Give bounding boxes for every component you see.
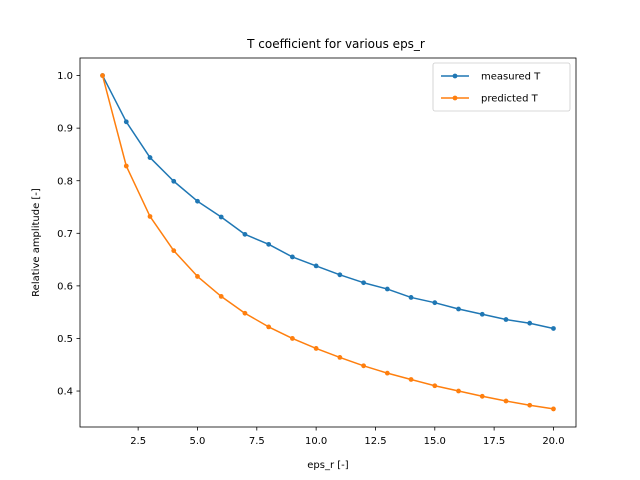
x-tick-label: 7.5 (249, 436, 265, 447)
legend-marker-1 (452, 95, 458, 101)
series-line-0 (101, 75, 554, 330)
data-point (527, 320, 533, 326)
data-point (408, 377, 414, 382)
data-point (432, 383, 438, 389)
data-point (195, 274, 200, 279)
legend-box (432, 62, 571, 112)
data-point (123, 119, 129, 125)
data-point (242, 310, 248, 316)
data-point (100, 73, 105, 78)
y-tick-label: 1.0 (57, 71, 73, 82)
data-point (218, 293, 224, 299)
series-line-1 (101, 75, 554, 410)
data-point (456, 388, 461, 394)
data-point (242, 231, 248, 237)
y-tick-label: 0.4 (57, 387, 73, 398)
data-point (361, 363, 366, 369)
x-tick-label: 20.0 (542, 436, 564, 447)
data-point (503, 398, 509, 404)
data-point (479, 311, 485, 317)
x-tick-label: 2.5 (130, 436, 146, 447)
x-tick-label: 17.5 (483, 436, 505, 447)
x-tick-label: 15.0 (424, 436, 446, 447)
y-tick-label: 0.6 (57, 281, 73, 292)
x-axis: 2.5 5.0 7.5 10.0 12.5 15.0 17.5 20.0 (130, 427, 565, 447)
y-axis: 0.4 0.5 0.6 0.7 0.8 0.9 1.0 (57, 71, 80, 398)
y-tick-label: 0.9 (57, 124, 73, 135)
data-point (432, 300, 438, 306)
y-tick-label: 0.7 (57, 229, 73, 240)
x-tick-label: 12.5 (364, 436, 386, 447)
data-point (147, 214, 153, 219)
data-point (384, 286, 390, 292)
x-tick-label: 10.0 (305, 436, 327, 447)
legend-marker-0 (452, 73, 458, 79)
data-point (266, 324, 272, 330)
data-point (147, 155, 153, 160)
chart-title: T coefficient for various eps_r (246, 37, 425, 51)
data-point (527, 402, 533, 408)
data-point (361, 280, 366, 286)
data-point (551, 326, 556, 331)
data-point (456, 306, 461, 312)
data-point (171, 178, 177, 184)
data-point (384, 370, 390, 376)
data-point (337, 272, 343, 278)
x-axis-label: eps_r [-] (307, 460, 349, 471)
data-point (551, 406, 556, 412)
plot-frame (79, 57, 577, 428)
y-tick-label: 0.5 (57, 334, 73, 345)
y-tick-label: 0.8 (57, 176, 73, 187)
legend-label-1: predicted T (481, 94, 539, 105)
x-tick-label: 5.0 (190, 436, 206, 447)
data-point (195, 198, 200, 204)
data-point (408, 295, 414, 300)
data-point (503, 317, 509, 322)
data-point (337, 354, 343, 360)
plot-series (100, 73, 556, 412)
legend-label-0: measured T (481, 72, 541, 83)
data-point (290, 336, 295, 341)
data-point (123, 163, 129, 169)
data-point (479, 393, 485, 399)
y-axis-label: Relative amplitude [-] (31, 188, 42, 297)
data-point (313, 263, 319, 269)
data-point (218, 214, 224, 220)
data-point (290, 254, 295, 260)
data-point (171, 248, 177, 254)
legend: measured T predicted T (432, 62, 571, 112)
data-point (266, 241, 272, 247)
data-point (313, 346, 319, 351)
